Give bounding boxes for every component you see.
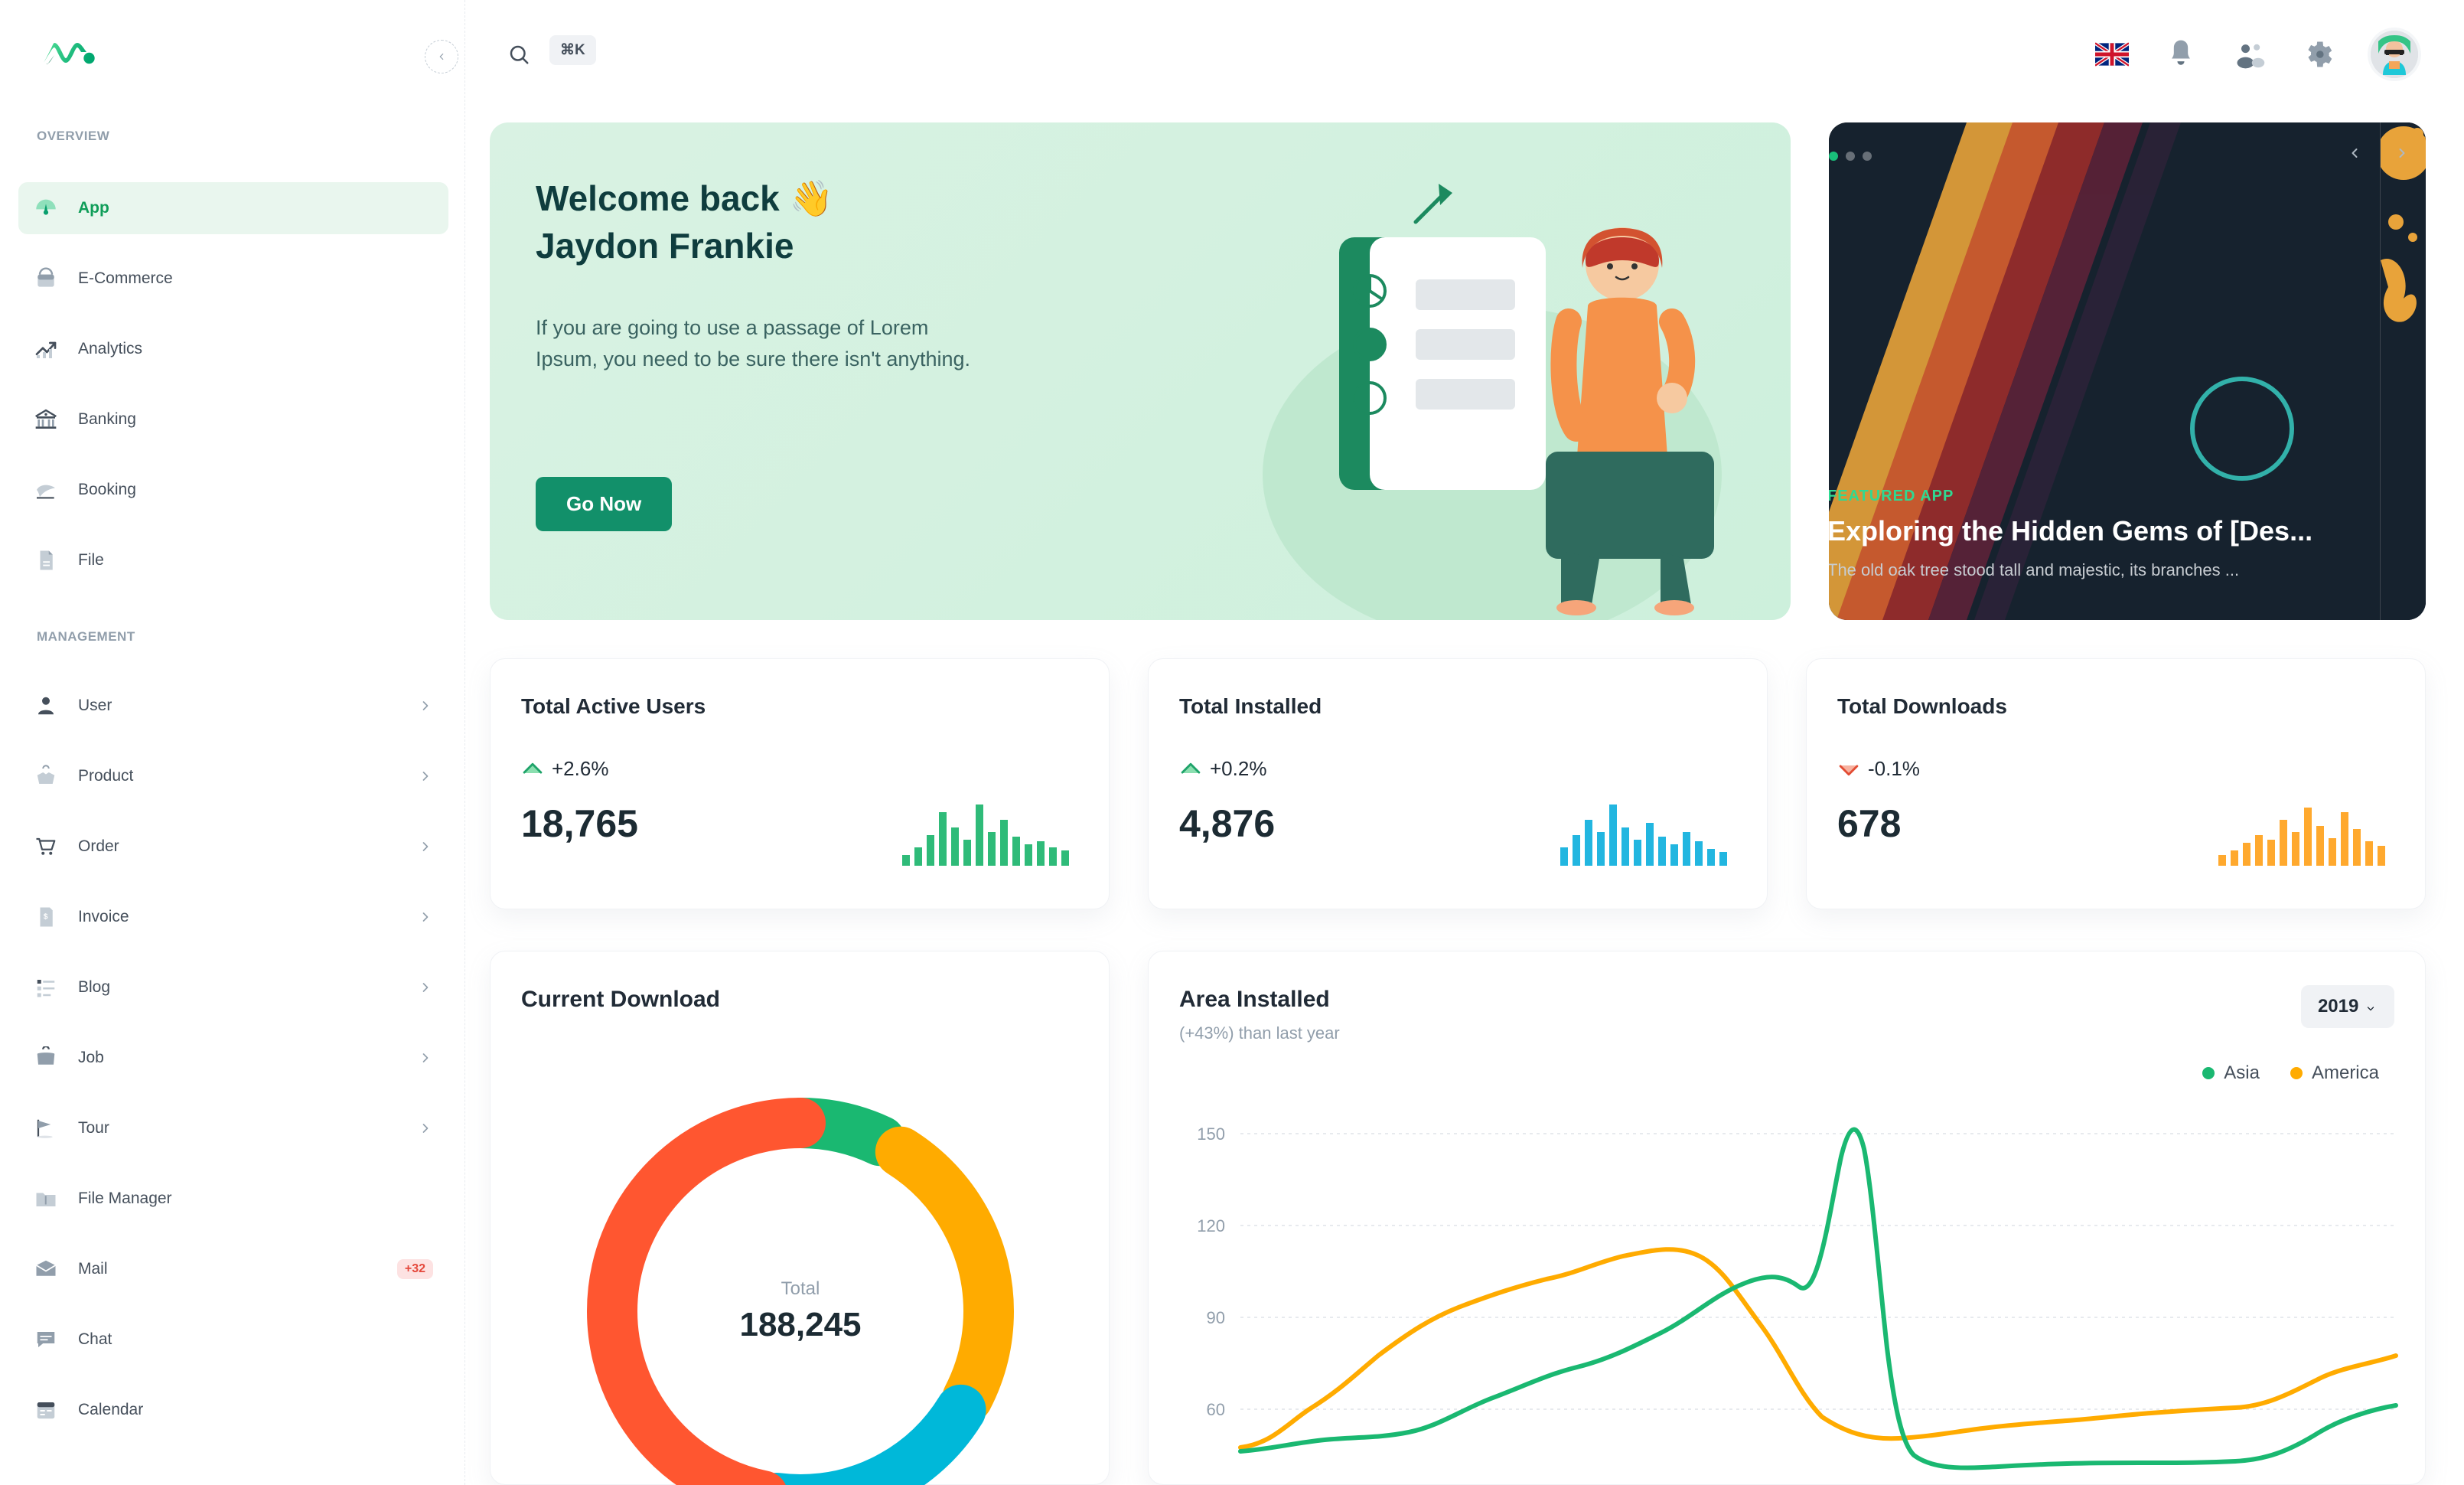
- svg-text:150: 150: [1197, 1124, 1225, 1144]
- svg-text:$: $: [44, 913, 48, 922]
- svg-text:60: 60: [1207, 1400, 1225, 1419]
- svg-text:120: 120: [1197, 1216, 1225, 1235]
- svg-text:90: 90: [1207, 1308, 1225, 1327]
